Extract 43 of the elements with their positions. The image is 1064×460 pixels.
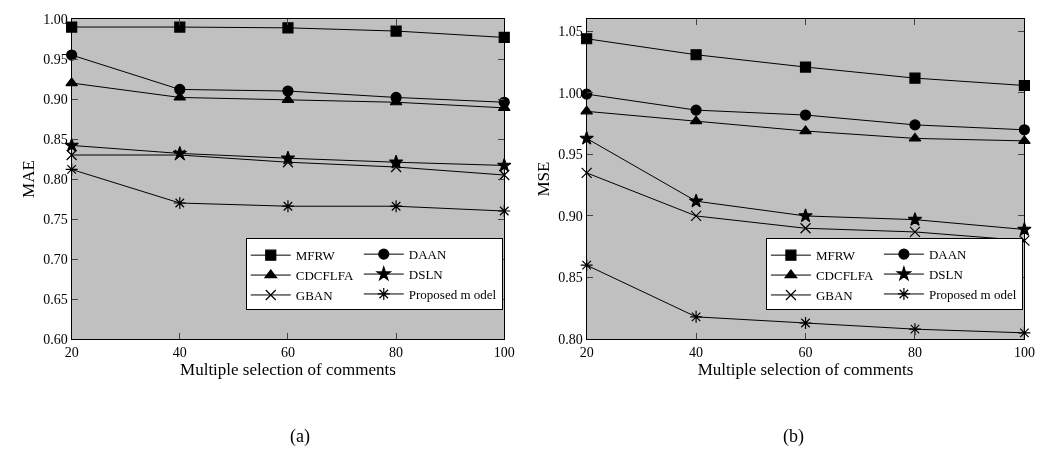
y-tick-label: 1.00 <box>558 85 583 101</box>
text: (b) <box>783 426 804 447</box>
text: (a) <box>290 426 310 447</box>
y-axis-title: MAE <box>18 160 38 198</box>
y-tick-label: 0.90 <box>43 91 68 107</box>
legend-label: GBAN <box>295 288 334 304</box>
legend-label: DAAN <box>928 247 968 263</box>
y-tick-label: 0.75 <box>43 211 68 227</box>
x-tick-label: 40 <box>172 344 187 360</box>
x-tick-label: 20 <box>64 344 79 360</box>
legend-label: CDCFLFA <box>815 268 875 284</box>
y-tick-label: 0.95 <box>558 147 583 163</box>
y-tick-label: 0.90 <box>558 208 583 224</box>
x-tick-label: 80 <box>907 344 922 360</box>
legend-label: MFRW <box>295 248 336 264</box>
x-tick-label: 80 <box>389 344 404 360</box>
y-tick-label: 0.80 <box>43 171 68 187</box>
legend-label: DAAN <box>408 247 447 263</box>
x-tick-label: 60 <box>280 344 295 360</box>
legend-label: CDCFLFA <box>295 268 354 284</box>
x-tick-label: 20 <box>579 344 594 360</box>
legend-label: Proposed m odel <box>408 287 497 303</box>
x-tick-label: 40 <box>689 344 704 360</box>
y-tick-label: 0.95 <box>43 51 68 67</box>
y-tick-label: 0.85 <box>43 131 68 147</box>
legend-label: DSLN <box>408 267 444 283</box>
x-tick-label: 100 <box>1013 344 1035 360</box>
legend-label: MFRW <box>815 248 856 264</box>
x-axis-title: Multiple selection of comments <box>180 360 396 380</box>
y-axis-title: MSE <box>533 161 553 197</box>
x-tick-label: 60 <box>798 344 813 360</box>
y-tick-label: 0.60 <box>43 331 68 347</box>
y-tick-label: 0.65 <box>43 291 68 307</box>
x-axis-title: Multiple selection of comments <box>697 360 914 380</box>
legend-label: GBAN <box>815 288 854 304</box>
legend-label: Proposed m odel <box>928 287 1017 303</box>
y-tick-label: 0.85 <box>558 270 583 286</box>
y-tick-label: 0.70 <box>43 251 68 267</box>
y-tick-label: 1.00 <box>43 11 68 27</box>
y-tick-label: 1.05 <box>558 24 583 40</box>
legend-label: DSLN <box>928 267 964 283</box>
x-tick-label: 100 <box>493 344 515 360</box>
y-tick-label: 0.80 <box>558 331 583 347</box>
